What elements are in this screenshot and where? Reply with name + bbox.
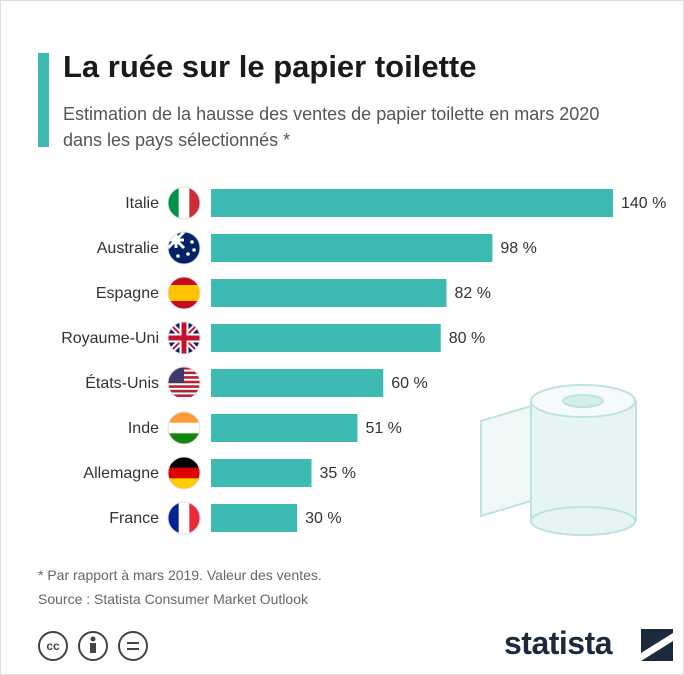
flag-cross (168, 322, 200, 354)
footnote: * Par rapport à mars 2019. Valeur des ve… (38, 567, 322, 583)
flag-rim (167, 501, 201, 535)
flag-rim (167, 366, 201, 400)
flag-stripe (168, 422, 200, 434)
value-label: 98 % (500, 240, 536, 257)
bar (211, 504, 298, 532)
flag (168, 457, 200, 489)
flag-stripe (168, 389, 200, 393)
flag-stripe (168, 301, 200, 309)
flag-rim (167, 186, 201, 220)
toilet-roll (480, 384, 637, 536)
flag (168, 277, 200, 309)
source: Source : Statista Consumer Market Outloo… (38, 591, 308, 607)
license-icons: cc (38, 631, 148, 661)
value-label: 140 % (621, 195, 666, 212)
flag (168, 412, 200, 444)
category-label: France (109, 510, 159, 527)
value-label: 51 % (365, 420, 401, 437)
flag-stripe (168, 412, 200, 424)
value-label: 82 % (454, 285, 490, 302)
flag-star (186, 252, 190, 256)
flag-star (192, 248, 196, 252)
flag-stripe (168, 478, 200, 489)
flag-stripe (189, 502, 200, 534)
flag-stripe (168, 385, 200, 388)
accent-bar (38, 53, 49, 147)
value-label: 35 % (320, 465, 356, 482)
value-label: 30 % (305, 510, 341, 527)
category-label: Inde (128, 420, 159, 437)
category-label: Italie (125, 195, 159, 212)
logo-icon (641, 629, 673, 661)
flag-stripe (168, 187, 180, 219)
flag-stripe (178, 502, 190, 534)
bar (211, 234, 493, 262)
category-label: Espagne (96, 285, 159, 302)
svg-text:cc: cc (46, 639, 60, 653)
flag (168, 322, 200, 354)
flag-cross (168, 232, 186, 250)
bar (211, 369, 384, 397)
flag-stripe (168, 467, 200, 479)
chart-subtitle: Estimation de la hausse des ventes de pa… (63, 104, 600, 150)
category-label: Australie (97, 240, 159, 257)
flag-stripe (168, 457, 200, 469)
bar (211, 459, 312, 487)
category-label: États-Unis (85, 373, 159, 392)
flag-rim (167, 321, 201, 355)
flag-rim (167, 411, 201, 445)
flag-stripe (168, 433, 200, 444)
flag-stripe (168, 277, 200, 286)
chart-title: La ruée sur le papier toilette (63, 49, 477, 84)
bar (211, 324, 441, 352)
flag-stripe (189, 187, 200, 219)
value-label: 60 % (391, 375, 427, 392)
flag (168, 232, 200, 264)
flag-stripe (168, 293, 200, 302)
flag-stripe (168, 285, 200, 294)
flag-stripe (178, 187, 190, 219)
flag-star (190, 240, 194, 244)
category-label: Allemagne (83, 465, 159, 482)
logo: statista (504, 625, 613, 661)
flag-star (176, 254, 180, 258)
flag-stripe (168, 394, 200, 398)
flag-rim (167, 456, 201, 490)
flag (168, 187, 200, 219)
bar (211, 279, 447, 307)
flag (168, 502, 200, 534)
value-label: 80 % (449, 330, 485, 347)
flag-stripe (168, 502, 180, 534)
flag-rim (167, 276, 201, 310)
bar (211, 189, 613, 217)
bar (211, 414, 358, 442)
category-label: Royaume-Uni (61, 330, 159, 347)
flag-rim (167, 231, 201, 265)
